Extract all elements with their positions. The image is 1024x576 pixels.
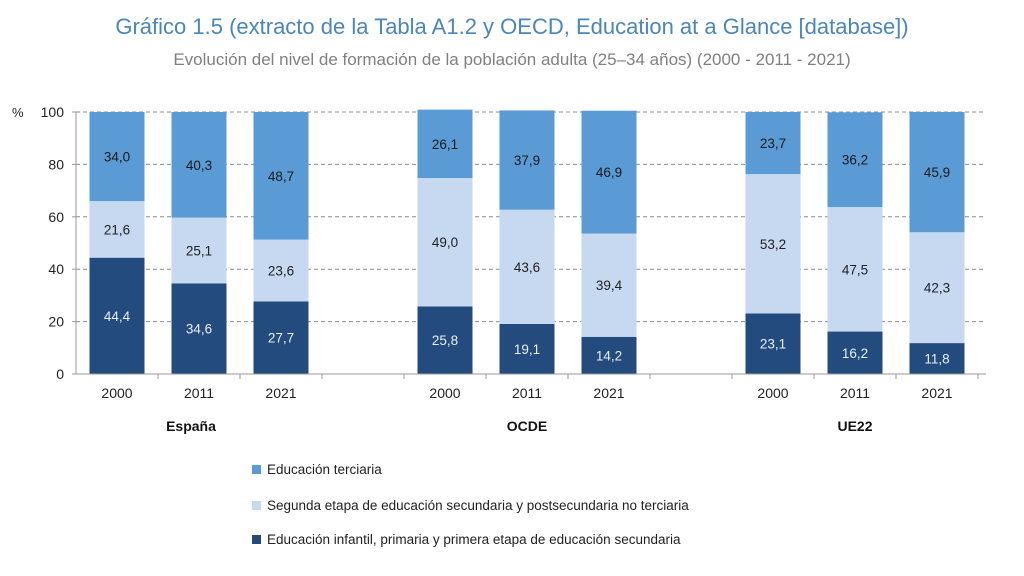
data-label: 23,6 [268, 264, 294, 279]
x-tick-label: 2000 [429, 385, 460, 401]
bar-segment [417, 306, 473, 374]
y-tick-label: 0 [56, 366, 64, 382]
chart-title: Gráfico 1.5 (extracto de la Tabla A1.2 y… [115, 14, 909, 39]
bar-segment [253, 239, 309, 302]
data-label: 34,0 [104, 150, 130, 165]
bar-segment [89, 201, 145, 258]
bar-segment [417, 109, 473, 179]
bar-segment [827, 331, 883, 374]
bar-segment [417, 178, 473, 307]
bar-segment [909, 232, 965, 344]
legend-item-infantil-primaria: Educación infantil, primaria y primera e… [252, 532, 680, 547]
bar-segment [253, 112, 309, 240]
legend-label: Segunda etapa de educación secundaria y … [267, 498, 689, 513]
legend-label: Educación terciaria [267, 462, 382, 477]
legend-swatch [252, 535, 261, 544]
data-label: 40,3 [186, 158, 212, 173]
bar-segment [745, 174, 801, 314]
data-label: 48,7 [268, 169, 294, 184]
legend-swatch [252, 501, 261, 510]
data-label: 23,7 [760, 136, 786, 151]
data-label: 11,8 [924, 352, 949, 367]
legend-label: Educación infantil, primaria y primera e… [267, 532, 681, 547]
data-label: 49,0 [432, 235, 458, 250]
x-tick-label: 2011 [512, 385, 542, 401]
data-label: 47,5 [842, 262, 868, 277]
bar-segment [171, 283, 227, 374]
bar-segment [909, 112, 965, 233]
bar-segment [171, 112, 227, 218]
x-tick-label: 2011 [184, 385, 214, 401]
bar-segment [89, 257, 145, 374]
bar-segment [253, 301, 309, 374]
data-label: 34,6 [186, 322, 212, 337]
x-tick-label: 2000 [101, 385, 132, 401]
data-label: 25,1 [186, 243, 212, 258]
data-label: 19,1 [514, 342, 540, 357]
data-label: 37,9 [514, 153, 540, 168]
bar-segment [581, 233, 637, 337]
chart-subtitle: Evolución del nivel de formación de la p… [173, 50, 851, 69]
bar-segment [171, 217, 227, 284]
bar-segment [827, 207, 883, 332]
legend-item-secundaria: Segunda etapa de educación secundaria y … [252, 498, 689, 513]
y-tick-label: 100 [41, 104, 65, 120]
data-label: 42,3 [924, 281, 950, 296]
data-label: 39,4 [596, 278, 623, 293]
y-tick-label: 40 [48, 261, 64, 277]
data-label: 23,1 [760, 337, 786, 352]
x-tick-label: 2021 [265, 385, 296, 401]
legend-item-terciaria: Educación terciaria [252, 462, 382, 477]
bar-segment [827, 112, 883, 208]
data-label: 25,8 [432, 333, 458, 348]
data-label: 27,7 [268, 331, 294, 346]
bar-segment [909, 343, 965, 374]
bar-segment [499, 209, 555, 324]
y-tick-label: 80 [48, 156, 64, 172]
x-tick-label: 2000 [757, 385, 788, 401]
bar-segment [581, 110, 637, 234]
bar-segment [745, 313, 801, 374]
bar-segment [89, 112, 145, 202]
bar-segment [581, 336, 637, 374]
y-tick-label: 60 [48, 209, 64, 225]
bar-segment [745, 112, 801, 175]
x-tick-label: 2021 [921, 385, 952, 401]
data-label: 21,6 [104, 222, 130, 237]
data-label: 14,2 [596, 348, 622, 363]
data-label: 45,9 [924, 165, 950, 180]
data-label: 43,6 [514, 260, 540, 275]
bar-segment [499, 323, 555, 374]
bar-segment [499, 110, 555, 210]
legend-swatch [252, 465, 261, 474]
data-label: 36,2 [842, 153, 868, 168]
data-label: 16,2 [842, 346, 868, 361]
data-label: 53,2 [760, 237, 786, 252]
data-label: 46,9 [596, 165, 622, 180]
x-tick-label: 2011 [840, 385, 870, 401]
x-tick-label: 2021 [593, 385, 624, 401]
data-label: 44,4 [104, 309, 131, 324]
data-label: 26,1 [432, 137, 458, 152]
y-axis-unit: % [12, 105, 24, 120]
group-label: OCDE [507, 418, 547, 434]
y-tick-label: 20 [48, 314, 64, 330]
group-label: UE22 [837, 418, 872, 434]
group-label: España [166, 418, 216, 434]
